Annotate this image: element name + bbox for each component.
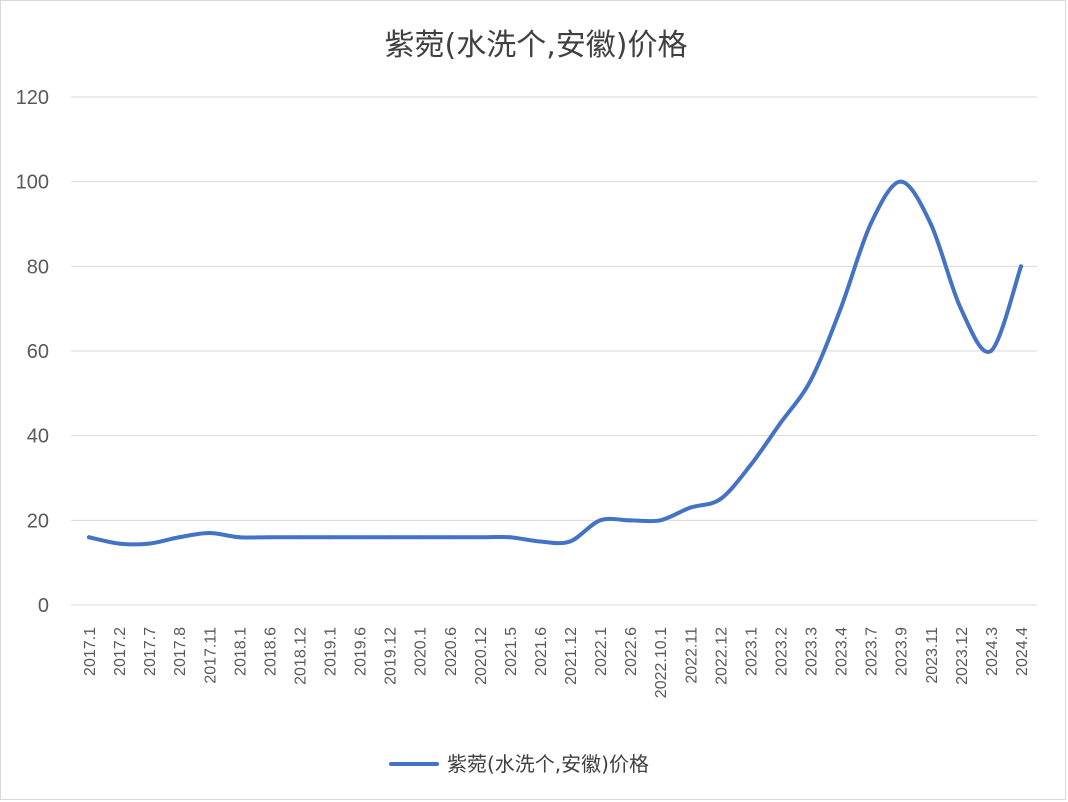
x-tick-label: 2018.12	[292, 627, 309, 685]
data-point	[718, 497, 723, 502]
x-tick-label: 2017.2	[112, 627, 129, 676]
data-point	[808, 378, 813, 383]
x-tick-label: 2023.12	[954, 627, 971, 685]
data-point	[988, 349, 993, 353]
data-point	[117, 541, 122, 546]
y-tick-label: 80	[27, 256, 49, 278]
x-tick-label: 2023.11	[924, 627, 941, 684]
gridlines	[71, 96, 1037, 606]
x-tick-label: 2023.3	[804, 627, 821, 676]
y-axis-ticks: 0 20 40 60 80 100 120	[16, 87, 49, 617]
data-point	[267, 535, 272, 540]
data-point	[748, 463, 753, 468]
data-point	[237, 535, 242, 540]
x-tick-label: 2020.12	[473, 627, 490, 685]
x-tick-label: 2021.6	[533, 627, 550, 676]
data-point	[297, 535, 302, 540]
data-point	[507, 535, 512, 540]
data-point	[447, 535, 452, 540]
y-tick-label: 100	[16, 172, 49, 194]
data-point	[928, 222, 933, 226]
data-point	[207, 531, 212, 536]
series-line-0	[87, 179, 1023, 547]
data-point	[1019, 264, 1023, 269]
data-point	[628, 518, 633, 523]
legend: 紫菀(水洗个,安徽)价格	[389, 752, 649, 776]
data-point	[568, 539, 573, 544]
x-tick-label: 2023.7	[864, 627, 881, 676]
data-point	[177, 535, 182, 540]
x-tick-label: 2021.5	[503, 627, 520, 676]
x-tick-label: 2023.2	[773, 627, 790, 676]
x-tick-label: 2019.6	[353, 627, 370, 676]
x-tick-label: 2017.7	[142, 627, 159, 676]
data-point	[537, 539, 542, 544]
x-tick-label: 2023.9	[894, 627, 911, 676]
data-point	[868, 222, 873, 226]
x-tick-label: 2018.6	[262, 627, 279, 676]
data-point	[778, 420, 783, 425]
x-tick-label: 2020.1	[413, 627, 430, 676]
data-point	[357, 535, 362, 540]
x-tick-label: 2022.12	[713, 627, 730, 685]
data-point	[958, 306, 963, 311]
data-point	[598, 518, 603, 523]
x-tick-label: 2023.4	[834, 627, 851, 676]
y-tick-label: 60	[27, 341, 49, 363]
data-point	[87, 535, 91, 540]
y-tick-label: 0	[38, 595, 49, 617]
data-point	[327, 535, 332, 540]
data-point	[658, 518, 663, 523]
data-point	[147, 541, 152, 546]
x-tick-label: 2020.6	[443, 627, 460, 676]
x-axis-ticks: 2017.1 2017.2 2017.7 2017.8 2017.11 2018.1 201…	[82, 627, 1031, 698]
data-point	[477, 535, 482, 540]
data-point	[898, 179, 903, 184]
data-point	[387, 535, 392, 540]
chart-title: 紫菀(水洗个,安徽)价格	[385, 28, 688, 63]
x-tick-label: 2017.11	[202, 627, 219, 684]
x-tick-label: 2017.1	[82, 627, 99, 676]
x-tick-label: 2024.3	[984, 627, 1001, 676]
x-tick-label: 2017.8	[172, 627, 189, 676]
x-tick-label: 2018.1	[232, 627, 249, 676]
y-tick-label: 20	[27, 510, 49, 532]
x-tick-label: 2022.11	[683, 627, 700, 684]
x-tick-label: 2019.12	[383, 627, 400, 685]
y-tick-label: 40	[27, 426, 49, 448]
x-tick-label: 2019.1	[323, 627, 340, 676]
x-tick-label: 2022.6	[623, 627, 640, 676]
data-point	[688, 505, 693, 510]
y-tick-label: 120	[16, 87, 49, 109]
x-tick-label: 2022.10.1	[653, 627, 670, 698]
x-tick-label: 2024.4	[1014, 627, 1031, 676]
data-point	[417, 535, 422, 540]
x-tick-label: 2023.1	[743, 627, 760, 676]
series-layer	[87, 179, 1023, 547]
x-tick-label: 2021.12	[563, 627, 580, 685]
data-point	[838, 306, 843, 311]
legend-label: 紫菀(水洗个,安徽)价格	[447, 752, 649, 776]
x-tick-label: 2022.1	[593, 627, 610, 676]
